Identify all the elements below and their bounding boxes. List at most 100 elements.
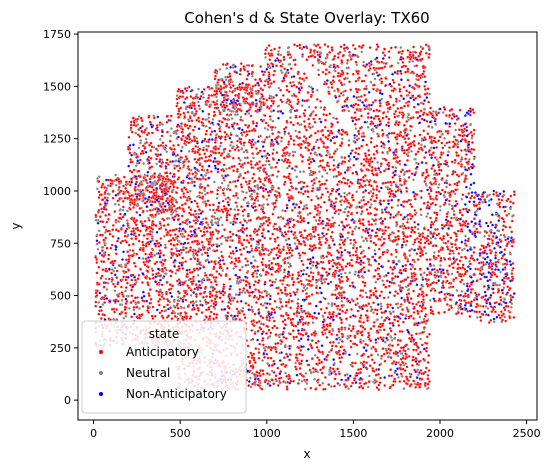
scatter-point [238, 275, 242, 279]
scatter-point [115, 308, 119, 311]
scatter-point [253, 332, 257, 335]
scatter-point [214, 133, 218, 137]
scatter-point [135, 280, 138, 284]
scatter-point [260, 119, 264, 123]
scatter-point [279, 53, 283, 57]
scatter-point [230, 90, 234, 94]
scatter-point [147, 225, 151, 229]
scatter-point [114, 252, 118, 256]
scatter-point [192, 114, 196, 117]
scatter-point [158, 137, 162, 141]
scatter-point [251, 84, 255, 88]
scatter-point [161, 316, 165, 320]
scatter-point [138, 307, 141, 311]
scatter-point [248, 103, 252, 107]
scatter-point [193, 107, 197, 111]
scatter-point [164, 308, 168, 312]
scatter-point [229, 299, 233, 303]
scatter-point [151, 317, 155, 320]
scatter-point [248, 285, 252, 289]
scatter-point [416, 78, 420, 82]
scatter-point [137, 273, 141, 277]
scatter-point [207, 112, 211, 116]
scatter-point [210, 121, 214, 125]
scatter-point [176, 89, 180, 93]
scatter-point [225, 167, 228, 171]
scatter-point [282, 234, 286, 238]
scatter-point [255, 301, 258, 304]
scatter-point [102, 285, 106, 289]
scatter-point [307, 148, 311, 152]
scatter-point [95, 271, 99, 275]
scatter-point [215, 270, 219, 273]
scatter-point [248, 294, 252, 298]
scatter-point [208, 105, 212, 109]
scatter-point [353, 133, 357, 137]
scatter-point [132, 168, 136, 172]
scatter-point [343, 156, 347, 160]
scatter-point [256, 199, 260, 203]
scatter-point [197, 212, 201, 216]
scatter-point [261, 94, 264, 98]
scatter-point [425, 96, 429, 100]
scatter-point [176, 135, 180, 139]
scatter-point [220, 242, 223, 246]
scatter-point [149, 149, 153, 153]
scatter-point [244, 91, 248, 95]
scatter-point [259, 274, 263, 278]
scatter-point [364, 313, 368, 317]
scatter-point [126, 182, 130, 186]
scatter-point [176, 234, 180, 238]
scatter-point [169, 233, 173, 237]
scatter-point [183, 87, 187, 91]
scatter-point [206, 85, 210, 89]
scatter-point [243, 171, 247, 175]
scatter-point [98, 202, 102, 206]
scatter-point [373, 77, 377, 81]
scatter-point [176, 214, 180, 218]
scatter-point [259, 302, 263, 306]
scatter-point [220, 174, 224, 178]
scatter-point [151, 219, 155, 223]
scatter-point [415, 165, 419, 169]
scatter-point [150, 125, 154, 129]
scatter-point [255, 102, 258, 106]
scatter-point [150, 190, 154, 194]
scatter-point [105, 246, 109, 250]
scatter-point [390, 361, 394, 365]
scatter-point [231, 299, 235, 303]
scatter-point [246, 170, 250, 174]
scatter-point [398, 99, 402, 103]
scatter-point [130, 232, 133, 236]
scatter-point [204, 173, 207, 177]
scatter-point [131, 285, 135, 289]
scatter-point [162, 305, 166, 309]
scatter-point [222, 187, 226, 191]
scatter-point [254, 109, 258, 113]
scatter-point [139, 139, 143, 142]
scatter-point [192, 253, 196, 257]
scatter-point [141, 224, 145, 228]
scatter-point [125, 299, 129, 303]
scatter-point [218, 129, 222, 133]
scatter-point [132, 123, 136, 127]
scatter-point [161, 123, 165, 126]
scatter-point [116, 192, 120, 196]
scatter-point [175, 186, 179, 190]
scatter-point [369, 353, 373, 357]
scatter-point [194, 252, 198, 256]
scatter-point [193, 215, 197, 219]
scatter-point [258, 99, 262, 103]
scatter-point [136, 228, 140, 232]
scatter-point [230, 117, 234, 120]
scatter-point [248, 179, 252, 183]
scatter-point [160, 267, 164, 271]
scatter-point [245, 77, 249, 81]
scatter-point [389, 46, 393, 50]
scatter-point [258, 149, 262, 153]
scatter-point [111, 228, 115, 232]
scatter-point [203, 152, 207, 156]
scatter-point [118, 212, 122, 216]
scatter-point [147, 195, 151, 199]
scatter-point [332, 75, 336, 79]
